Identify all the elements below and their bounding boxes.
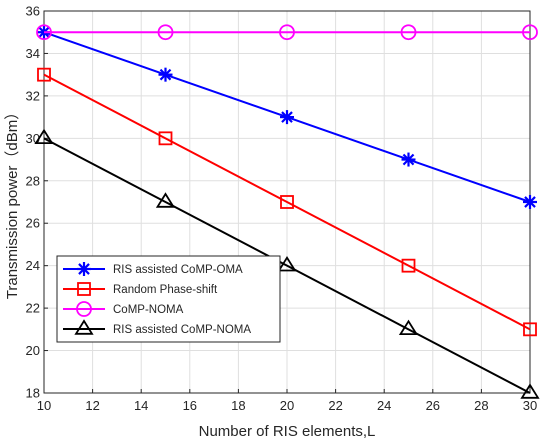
x-tick-label-7: 24 <box>377 398 391 413</box>
x-tick-label-1: 12 <box>85 398 99 413</box>
y-tick-label-7: 32 <box>26 88 40 103</box>
y-tick-label-8: 34 <box>26 46 40 61</box>
data-point-0-4 <box>523 195 537 209</box>
x-tick-label-5: 20 <box>280 398 294 413</box>
data-point-1-3 <box>401 258 416 273</box>
data-point-2-4 <box>522 24 538 41</box>
series-3 <box>34 128 540 399</box>
data-point-1-0 <box>37 67 51 82</box>
data-point-1-1 <box>158 131 173 146</box>
y-tick-label-3: 24 <box>26 258 40 273</box>
data-point-1-4 <box>523 322 537 337</box>
legend-marker-0 <box>77 262 91 276</box>
x-tick-label-0: 10 <box>37 398 51 413</box>
series-1 <box>37 67 537 337</box>
x-tick-label-8: 26 <box>426 398 440 413</box>
x-tick-label-4: 18 <box>231 398 245 413</box>
legend-label-1: Random Phase-shift <box>113 284 218 296</box>
series-group <box>34 24 540 399</box>
y-tick-label-5: 28 <box>26 173 40 188</box>
legend-label-3: RIS assisted CoMP-NOMA <box>113 324 251 336</box>
legend-label-0: RIS assisted CoMP-OMA <box>113 264 243 276</box>
data-point-1-2 <box>280 195 294 209</box>
series-2 <box>36 24 538 41</box>
series-0 <box>37 25 537 209</box>
y-axis-label: Transmission power（dBm） <box>4 105 21 300</box>
data-point-0-3 <box>401 152 416 167</box>
legend-marker-3 <box>74 319 94 335</box>
x-tick-label-6: 22 <box>328 398 342 413</box>
y-tick-label-4: 26 <box>26 216 40 231</box>
data-point-3-1 <box>155 192 176 208</box>
legend-label-2: CoMP-NOMA <box>113 304 184 316</box>
legend-box <box>56 255 281 343</box>
data-point-3-0 <box>34 128 54 145</box>
data-point-0-2 <box>280 110 294 125</box>
series-line-3 <box>43 137 531 394</box>
series-line-1 <box>43 73 531 331</box>
legend-marker-1 <box>77 282 91 296</box>
data-point-3-3 <box>398 319 419 336</box>
x-tick-label-3: 16 <box>183 398 197 413</box>
data-point-3-2 <box>277 255 297 272</box>
legend-marker-2 <box>76 301 92 317</box>
x-axis-label: Number of RIS elements,L <box>199 423 376 440</box>
y-tick-label-9: 36 <box>26 4 40 19</box>
x-tick-label-9: 28 <box>474 398 488 413</box>
x-tick-label-2: 14 <box>134 398 148 413</box>
data-point-0-1 <box>158 67 173 82</box>
data-point-2-1 <box>157 24 174 41</box>
y-tick-label-2: 22 <box>26 301 40 316</box>
data-point-2-2 <box>279 24 295 41</box>
x-tick-label-10: 30 <box>523 398 537 413</box>
y-tick-label-0: 18 <box>26 386 40 401</box>
data-point-3-4 <box>520 383 540 399</box>
y-tick-label-1: 20 <box>26 343 40 358</box>
data-point-2-0 <box>36 24 52 41</box>
legend: RIS assisted CoMP-OMA Random Phase-shift C… <box>56 255 281 343</box>
data-point-2-3 <box>400 24 417 41</box>
